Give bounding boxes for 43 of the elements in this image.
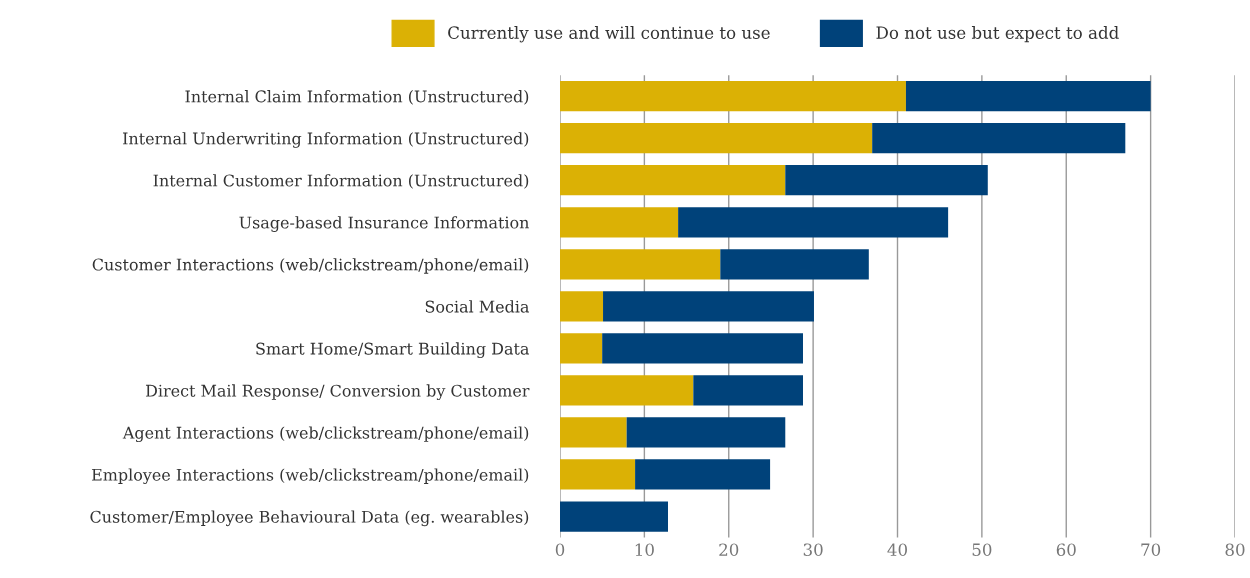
x-tick-label: 10 [635, 543, 654, 556]
legend-label: Do not use but expect to add [876, 26, 1119, 43]
bar [560, 459, 636, 490]
legend-label: Currently use and will continue to use [448, 26, 770, 43]
bar [785, 165, 988, 196]
bar [872, 123, 1126, 154]
bar [678, 207, 949, 238]
y-tick-label: Internal Underwriting Information (Unstructured) [122, 132, 529, 148]
x-tick-label: 20 [719, 543, 739, 556]
y-tick-label: Internal Customer Information (Unstructured) [153, 174, 529, 189]
bar [560, 291, 604, 322]
y-tick-label: Usage-based Insurance Information [239, 216, 529, 232]
x-tick-label: 30 [803, 543, 823, 556]
y-tick-label: Direct Mail Response/ Conversion by Customer [145, 384, 530, 401]
bar [905, 81, 1151, 112]
x-tick-label: 50 [972, 543, 992, 556]
bar [603, 291, 814, 322]
bar [560, 207, 679, 238]
bar [560, 501, 668, 532]
bar [560, 123, 873, 154]
bar [560, 417, 627, 448]
y-tick-label: Smart Home/Smart Building Data [256, 342, 529, 358]
x-tick-label: 0 [555, 543, 565, 556]
y-tick-label: Internal Claim Information (Unstructured) [185, 90, 529, 105]
y-tick-label: Agent Interactions (web/clickstream/phone/email) [122, 426, 529, 443]
x-tick-label: 70 [1141, 543, 1161, 556]
y-tick-label: Customer Interactions (web/clickstream/phone/email) [92, 258, 529, 274]
x-tick-label: 60 [1056, 543, 1076, 556]
bar [635, 459, 771, 490]
x-tick-label: 40 [887, 543, 907, 556]
bar [560, 375, 694, 406]
bar [560, 81, 906, 112]
bar [560, 165, 786, 196]
y-tick-label: Customer/Employee Behavioural Data (eg. wearables) [90, 510, 529, 527]
y-tick-label: Employee Interactions (web/clickstream/phone/email) [91, 468, 529, 485]
bar [720, 249, 869, 280]
bar [560, 333, 603, 364]
bar [693, 375, 803, 406]
bar [560, 249, 721, 280]
x-tick-label: 80 [1225, 543, 1245, 556]
y-tick-label: Social Media [425, 300, 529, 313]
bar [602, 333, 803, 364]
bar [626, 417, 786, 448]
